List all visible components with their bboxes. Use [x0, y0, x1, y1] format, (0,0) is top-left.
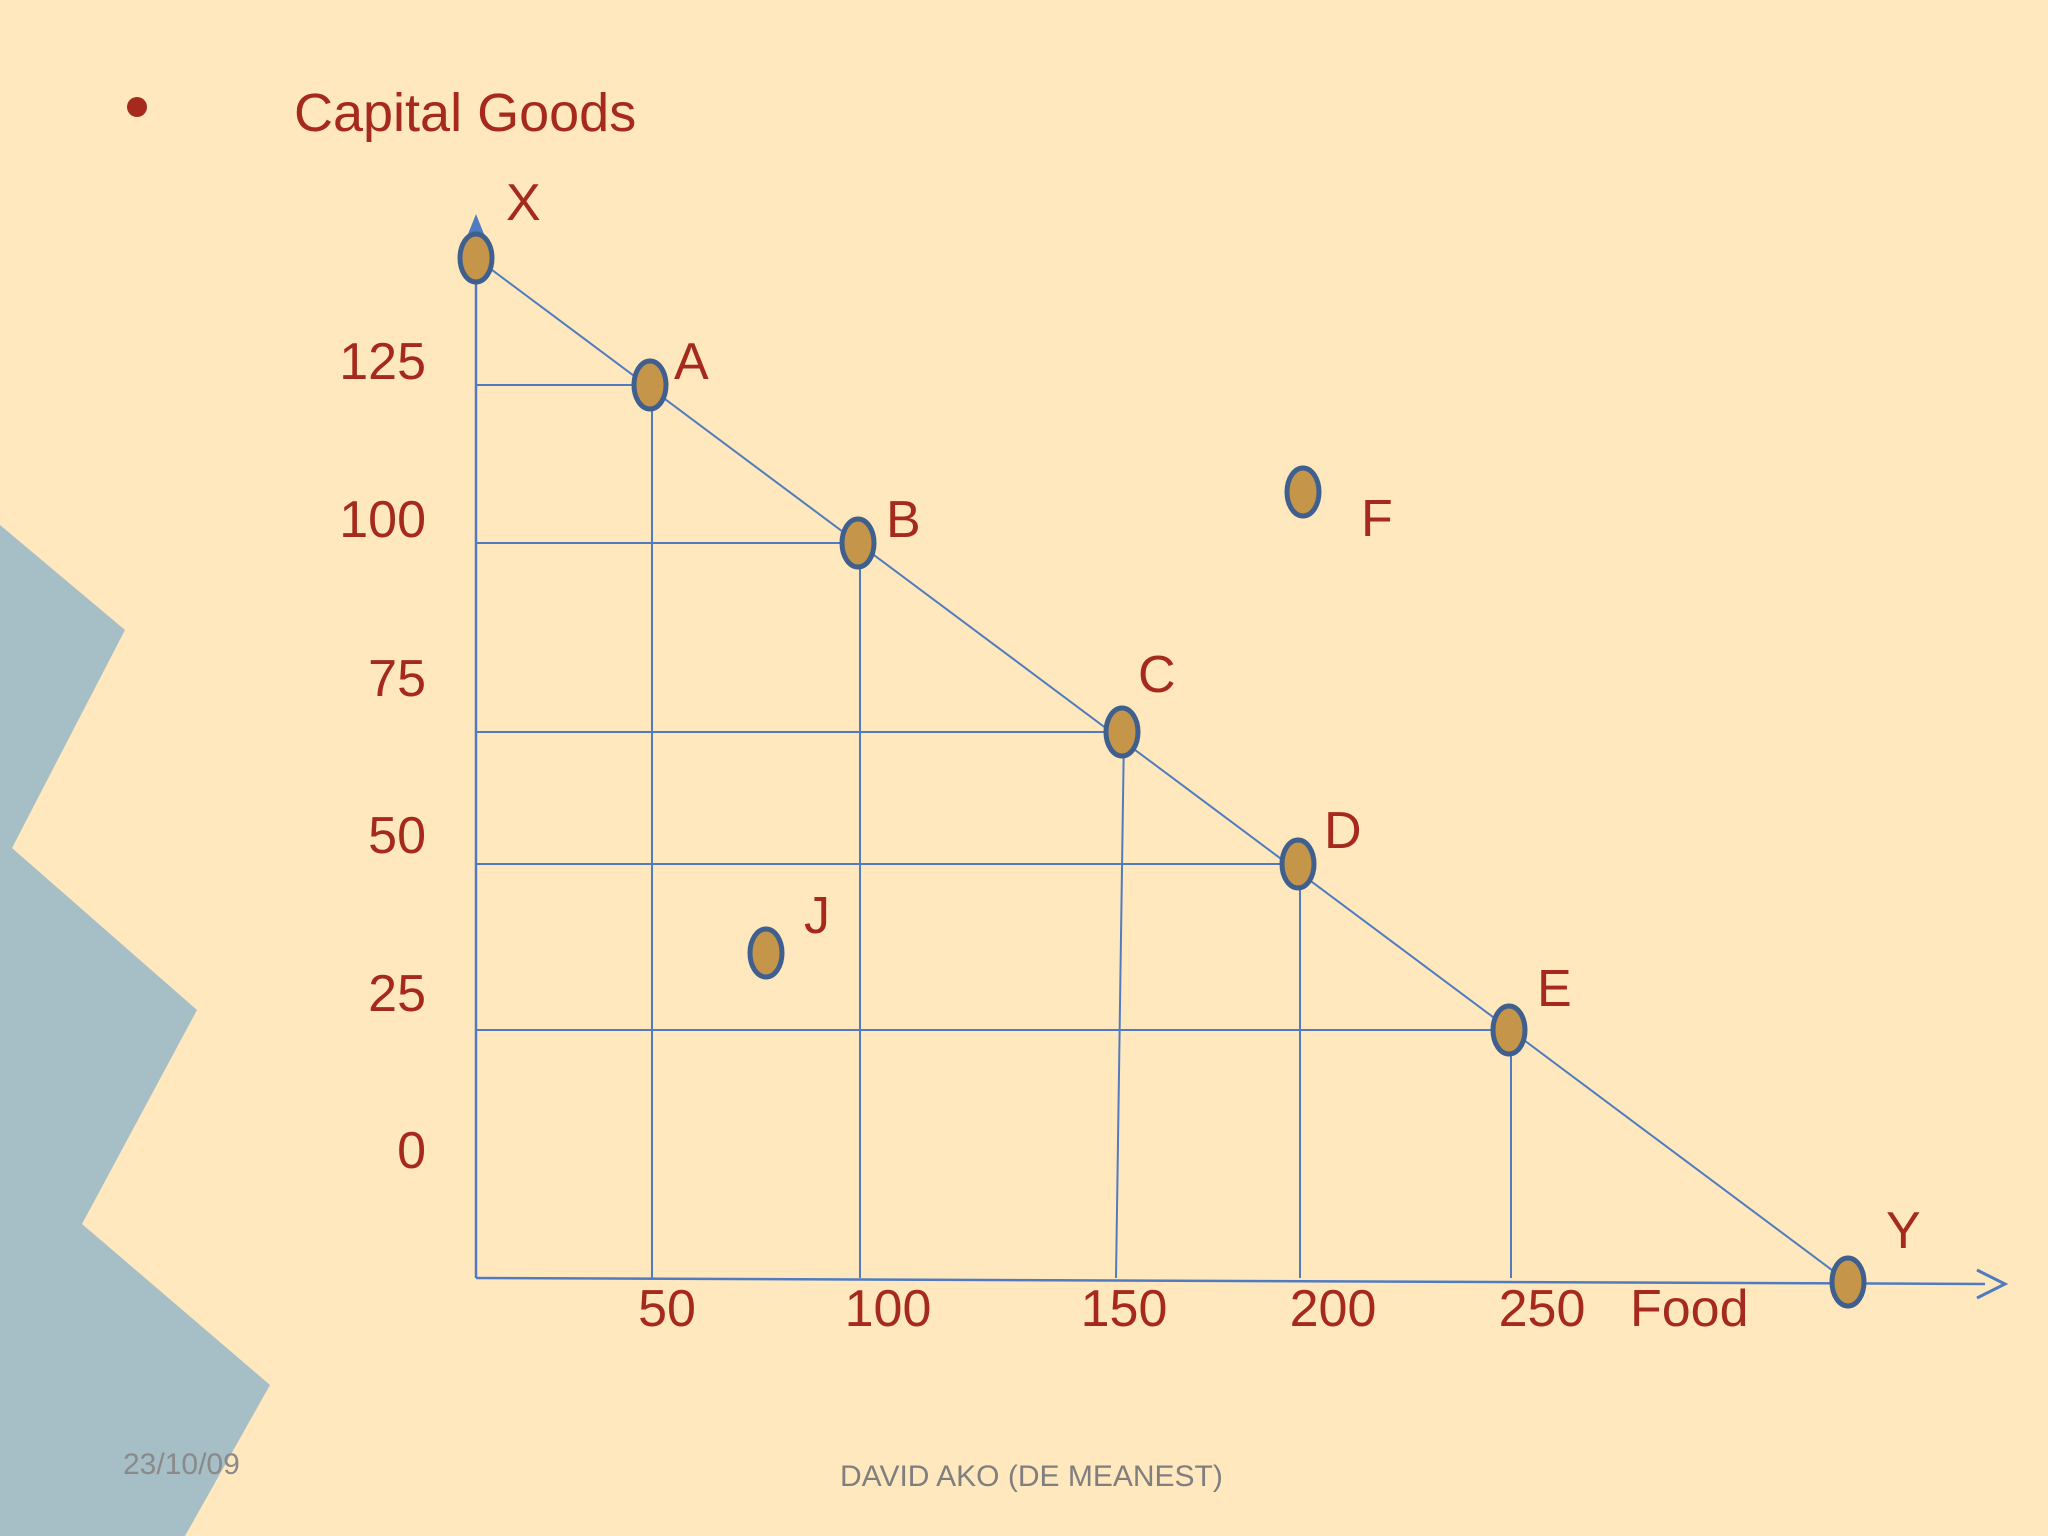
zigzag-shape	[0, 525, 270, 1536]
guide-line-v-c	[1115, 731, 1125, 1279]
y-tick-100: 100	[339, 491, 426, 549]
y-tick-75: 75	[368, 650, 426, 708]
x-axis-label: Food	[1630, 1280, 1749, 1338]
slide-title: Capital Goods	[294, 83, 637, 143]
x-tick-50: 50	[638, 1280, 696, 1338]
x-axis-arrow	[1976, 1268, 2009, 1300]
point-j	[747, 926, 785, 980]
y-tick-50: 50	[368, 807, 426, 865]
point-e	[1490, 1003, 1528, 1057]
x-axis-line	[475, 1276, 1986, 1286]
slide-author: DAVID AKO (DE MEANEST)	[840, 1460, 1223, 1493]
frontier-line	[475, 257, 1849, 1283]
point-label-y: Y	[1886, 1202, 1921, 1260]
point-f	[1284, 465, 1322, 519]
slide-date: 23/10/09	[123, 1448, 240, 1481]
chart-labels: A B C D E F J X Y 0 25 50 75 100 125 50 100 150 200 250 Food	[339, 174, 1920, 1338]
frontier-line	[475, 257, 1849, 1283]
x-tick-100: 100	[845, 1280, 932, 1338]
point-label-b: B	[886, 491, 921, 549]
point-x	[457, 231, 495, 285]
point-label-d: D	[1324, 802, 1362, 860]
point-a	[631, 358, 669, 412]
points	[457, 231, 1867, 1309]
point-label-j: J	[804, 887, 830, 945]
point-label-f: F	[1361, 490, 1393, 548]
x-tick-250: 250	[1499, 1280, 1586, 1338]
y-tick-0: 0	[397, 1122, 426, 1180]
point-b	[839, 516, 877, 570]
point-d	[1279, 837, 1317, 891]
point-c	[1103, 705, 1141, 759]
x-tick-200: 200	[1290, 1280, 1377, 1338]
y-tick-125: 125	[339, 333, 426, 391]
bullet-icon	[127, 97, 147, 117]
guide-lines	[476, 384, 1512, 1279]
y-tick-25: 25	[368, 965, 426, 1023]
point-label-a: A	[674, 333, 709, 391]
y-axis-label: X	[506, 174, 541, 232]
point-label-e: E	[1537, 960, 1572, 1018]
point-label-c: C	[1138, 646, 1176, 704]
point-y	[1829, 1255, 1867, 1309]
x-tick-150: 150	[1081, 1280, 1168, 1338]
